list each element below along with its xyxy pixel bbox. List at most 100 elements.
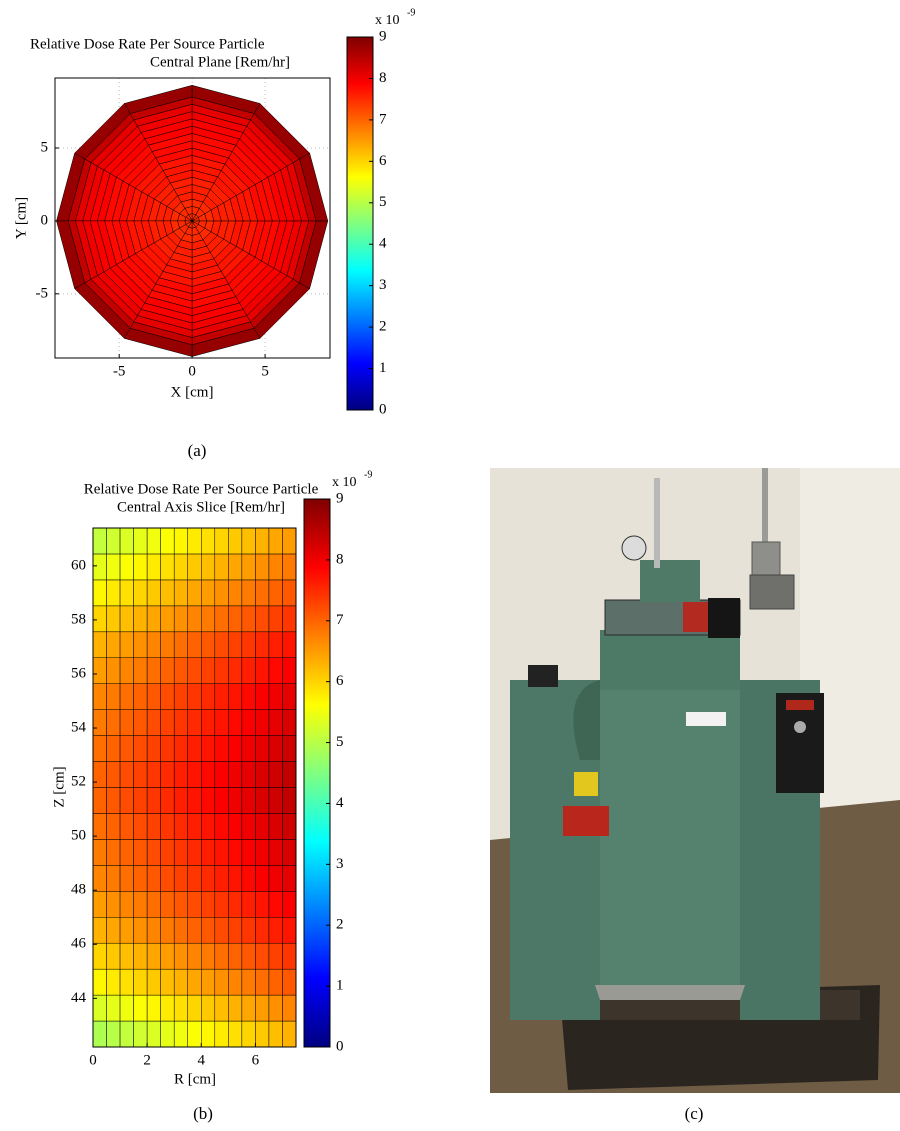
cell — [201, 1020, 216, 1048]
cell — [187, 839, 202, 866]
cell — [133, 1020, 148, 1048]
axes-box — [92, 527, 297, 1048]
cell — [201, 891, 216, 918]
cell — [187, 527, 202, 555]
colorbar-label: x 10 — [375, 13, 400, 28]
cell — [201, 839, 216, 866]
cell — [201, 787, 216, 814]
cell — [160, 968, 175, 996]
cell — [173, 579, 188, 607]
cell — [160, 579, 175, 607]
cell — [106, 631, 121, 658]
cell — [106, 942, 121, 970]
cell — [241, 787, 256, 814]
cell — [187, 683, 202, 710]
cell — [160, 942, 175, 970]
cell — [228, 839, 243, 866]
colorbar-tick-label: 7 — [336, 612, 344, 628]
photo — [490, 468, 900, 1093]
cell — [214, 1020, 229, 1048]
cell — [228, 968, 243, 996]
cell — [255, 865, 270, 892]
cell — [241, 994, 256, 1022]
cell — [255, 787, 270, 814]
cell — [201, 994, 216, 1022]
colorbar-tick-label: 6 — [336, 673, 344, 689]
cell — [106, 865, 121, 892]
cell — [201, 605, 216, 633]
cell — [187, 579, 202, 607]
x-tick-label: -5 — [113, 363, 126, 379]
cell — [133, 735, 148, 762]
cell — [187, 787, 202, 814]
cell — [146, 657, 161, 684]
cell — [191, 84, 261, 114]
cell — [241, 605, 256, 633]
y-tick-label: 48 — [71, 882, 86, 898]
cell — [282, 891, 297, 918]
colorbar-exponent: -9 — [407, 7, 415, 18]
cell — [146, 735, 161, 762]
cell — [133, 787, 148, 814]
colorbar-tick-label: 4 — [336, 795, 344, 811]
cell — [119, 787, 134, 814]
cell — [214, 865, 229, 892]
cell — [92, 994, 107, 1022]
cell — [214, 579, 229, 607]
caption: (b) — [193, 1104, 213, 1123]
cell — [146, 761, 161, 788]
cell — [106, 994, 121, 1022]
cell — [92, 683, 107, 710]
cell — [92, 917, 107, 944]
cell — [268, 994, 283, 1022]
cell — [133, 683, 148, 710]
cell — [146, 553, 161, 581]
cell — [268, 709, 283, 736]
cell — [255, 994, 270, 1022]
cell — [92, 579, 107, 607]
cell — [268, 839, 283, 866]
y-tick-label: 56 — [71, 665, 87, 681]
cell — [106, 683, 121, 710]
cell — [268, 968, 283, 996]
cell — [106, 553, 121, 581]
cell — [282, 631, 297, 658]
cell — [160, 813, 175, 840]
cell — [268, 865, 283, 892]
cell — [160, 683, 175, 710]
cell — [187, 553, 202, 581]
cell — [92, 605, 107, 633]
cell — [268, 891, 283, 918]
cell — [228, 761, 243, 788]
cell — [228, 735, 243, 762]
cell — [187, 968, 202, 996]
y-axis-label: Y [cm] — [13, 197, 29, 239]
colorbar-tick-label: 2 — [336, 917, 344, 933]
x-tick-label: 0 — [89, 1052, 97, 1068]
cell — [214, 709, 229, 736]
caption: (c) — [685, 1104, 704, 1123]
y-tick-label: 5 — [41, 139, 49, 155]
cell — [119, 735, 134, 762]
cell — [201, 968, 216, 996]
cell — [106, 735, 121, 762]
cell — [146, 527, 161, 555]
cell — [201, 657, 216, 684]
colorbar-tick-label: 5 — [336, 734, 344, 750]
cell — [119, 1020, 134, 1048]
cell — [282, 579, 297, 607]
cell — [119, 579, 134, 607]
cell — [160, 1020, 175, 1048]
cell — [106, 761, 121, 788]
y-tick-label: -5 — [36, 285, 49, 301]
colorbar-exponent: -9 — [364, 469, 372, 480]
colorbar-tick-label: 5 — [379, 194, 387, 210]
cell — [255, 579, 270, 607]
cell — [214, 735, 229, 762]
cell — [228, 605, 243, 633]
colorbar-tick-label: 6 — [379, 153, 387, 169]
cell — [214, 813, 229, 840]
cell — [173, 865, 188, 892]
